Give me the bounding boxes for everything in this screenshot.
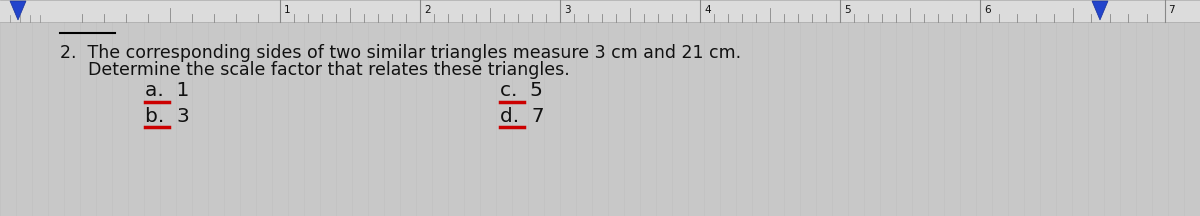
Polygon shape (1092, 1, 1108, 20)
Text: d.  7: d. 7 (500, 106, 545, 125)
Text: Determine the scale factor that relates these triangles.: Determine the scale factor that relates … (88, 61, 570, 79)
Text: c.  5: c. 5 (500, 81, 542, 100)
Polygon shape (10, 1, 26, 20)
Text: 2.  The corresponding sides of two similar triangles measure 3 cm and 21 cm.: 2. The corresponding sides of two simila… (60, 44, 742, 62)
Text: 7: 7 (1168, 5, 1175, 15)
Text: 6: 6 (984, 5, 991, 15)
Text: b.  3: b. 3 (145, 106, 190, 125)
Text: 3: 3 (564, 5, 571, 15)
Text: 2: 2 (424, 5, 431, 15)
Bar (0, 0, 1200, 22)
Text: 4: 4 (704, 5, 710, 15)
Text: 5: 5 (844, 5, 851, 15)
Text: 1: 1 (284, 5, 290, 15)
Text: a.  1: a. 1 (145, 81, 190, 100)
